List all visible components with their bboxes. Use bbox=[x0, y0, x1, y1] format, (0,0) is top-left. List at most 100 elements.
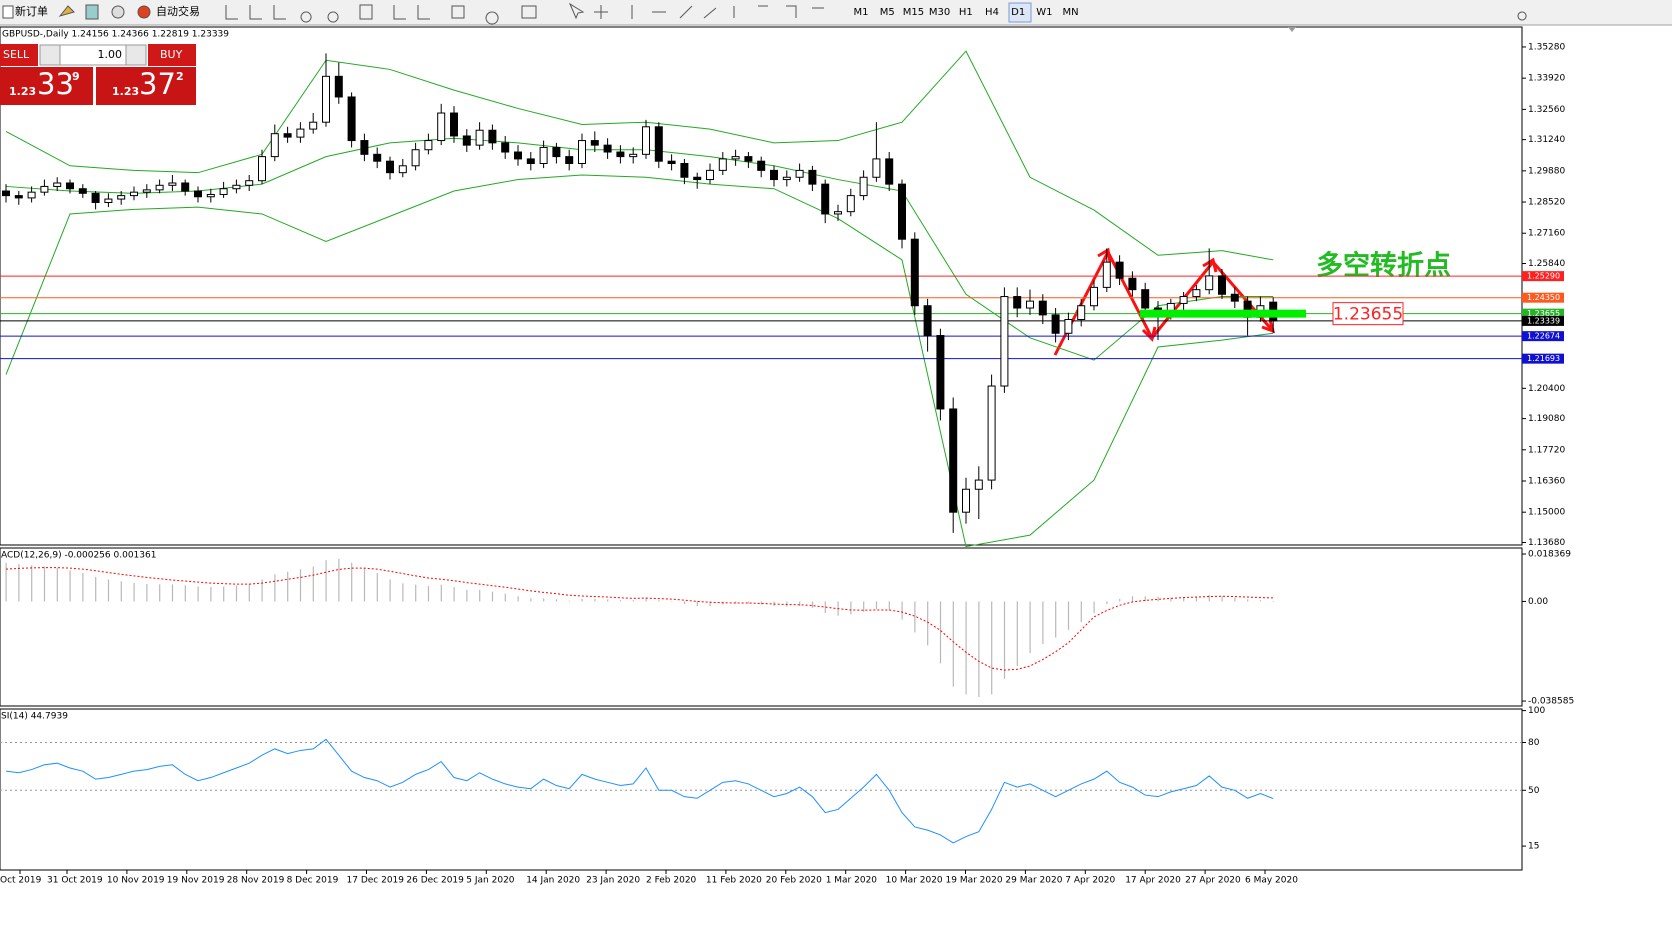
macd-bar bbox=[1170, 597, 1172, 602]
candle-body bbox=[654, 126, 663, 162]
icon[interactable] bbox=[85, 4, 99, 20]
timeframe[interactable]: M15 bbox=[903, 7, 924, 18]
buy-button[interactable] bbox=[148, 44, 196, 66]
macd-bar bbox=[56, 567, 58, 602]
candle-body bbox=[1102, 261, 1111, 288]
level-label: 1.25290 bbox=[1527, 272, 1560, 281]
macd-bar bbox=[594, 598, 596, 602]
macd-bar bbox=[760, 601, 762, 605]
macd-bar bbox=[1016, 601, 1018, 666]
candle-body bbox=[437, 112, 446, 142]
timeframe[interactable]: M1 bbox=[854, 7, 869, 18]
timeframe[interactable]: H4 bbox=[985, 7, 999, 18]
candle-body bbox=[718, 158, 727, 171]
lots-value[interactable]: 1.00 bbox=[98, 48, 123, 61]
timeframe[interactable]: W1 bbox=[1036, 7, 1052, 18]
new-order-icon[interactable] bbox=[2, 5, 14, 19]
macd-bar bbox=[312, 566, 314, 602]
rsi-panel bbox=[0, 708, 1523, 871]
candle-body bbox=[1064, 318, 1073, 334]
candle-body bbox=[450, 112, 458, 137]
macd-bar bbox=[1247, 599, 1249, 602]
date-label: 17 Dec 2019 bbox=[347, 876, 405, 886]
date-label: 31 Oct 2019 bbox=[47, 876, 103, 886]
macd-bar bbox=[850, 601, 852, 615]
arrow-heads bbox=[1097, 247, 1276, 342]
candle-body bbox=[1077, 305, 1086, 320]
candle-body bbox=[53, 182, 62, 187]
timeframe[interactable]: M5 bbox=[880, 7, 895, 18]
buy-label[interactable]: BUY bbox=[160, 48, 183, 61]
date-label: 14 Jan 2020 bbox=[526, 876, 580, 886]
candle-body bbox=[898, 183, 906, 240]
date-label: 19 Mar 2020 bbox=[946, 876, 1003, 886]
buy-price-box[interactable] bbox=[96, 67, 196, 105]
candle-body bbox=[360, 140, 369, 155]
candle-body bbox=[1230, 293, 1239, 302]
candle-body bbox=[194, 190, 202, 198]
sell-price-pips: 33 bbox=[37, 67, 74, 101]
macd-bar bbox=[351, 562, 353, 602]
sell-button[interactable] bbox=[0, 44, 38, 66]
auto-trading-icon[interactable] bbox=[137, 5, 151, 19]
drawn-arrows bbox=[1053, 247, 1276, 356]
macd-panel bbox=[0, 547, 1523, 707]
icon[interactable] bbox=[111, 5, 125, 19]
macd-bar bbox=[978, 601, 980, 697]
macd-bar bbox=[875, 601, 878, 610]
macd-bar bbox=[453, 587, 455, 602]
sell-price-box[interactable] bbox=[0, 67, 93, 105]
candle-body bbox=[117, 195, 126, 200]
candle-body bbox=[91, 192, 100, 203]
y-tick-label: 80 bbox=[1528, 738, 1540, 748]
candle-body bbox=[1115, 261, 1124, 279]
candle-body bbox=[66, 182, 74, 190]
buy-price-point: 2 bbox=[176, 70, 184, 83]
macd-bar bbox=[568, 600, 570, 602]
macd-bar bbox=[299, 569, 302, 602]
timeframe[interactable]: H1 bbox=[959, 7, 973, 18]
sell-price-big: 1.23 bbox=[9, 85, 36, 98]
macd-bar bbox=[619, 600, 622, 602]
date-label: 27 Apr 2020 bbox=[1185, 876, 1241, 886]
candle-body bbox=[258, 156, 266, 182]
level-label: 1.21693 bbox=[1527, 354, 1560, 363]
macd-bar bbox=[901, 601, 903, 620]
macd-bar bbox=[1042, 601, 1044, 645]
sell-label[interactable]: SELL bbox=[3, 48, 30, 61]
candle-body bbox=[283, 133, 292, 138]
date-label: 10 Nov 2019 bbox=[107, 876, 165, 886]
macd-bar bbox=[31, 565, 33, 602]
macd-bar bbox=[671, 601, 673, 602]
timeframe[interactable]: D1 bbox=[1011, 7, 1025, 18]
auto-trading[interactable]: 自动交易 bbox=[156, 4, 200, 18]
candle-body bbox=[667, 160, 676, 164]
candle-body bbox=[1205, 275, 1214, 291]
new-order[interactable]: 新订单 bbox=[15, 4, 48, 18]
candle-body bbox=[386, 160, 394, 174]
macd-bar bbox=[888, 601, 890, 611]
candle-body bbox=[987, 385, 996, 481]
icon[interactable] bbox=[58, 5, 75, 17]
macd-bar bbox=[543, 598, 545, 602]
candle-body bbox=[1179, 296, 1188, 304]
candle-body bbox=[40, 185, 49, 193]
lots-up[interactable] bbox=[125, 44, 147, 66]
candle-body bbox=[1038, 300, 1047, 316]
macd-bar bbox=[69, 570, 71, 602]
candle-body bbox=[398, 165, 407, 174]
candle-body bbox=[757, 160, 766, 171]
macd-bar bbox=[939, 601, 942, 664]
timeframe[interactable]: MN bbox=[1063, 7, 1079, 18]
marked-level-bar bbox=[1140, 309, 1306, 318]
candle-body bbox=[1218, 275, 1226, 295]
macd-bar bbox=[1157, 596, 1159, 602]
timeframe[interactable]: M30 bbox=[929, 7, 950, 18]
sell-price-point: 9 bbox=[72, 70, 80, 83]
candle-body bbox=[872, 158, 881, 178]
macd-bar bbox=[1221, 596, 1223, 602]
lots-down[interactable] bbox=[39, 44, 61, 66]
level-tag bbox=[1522, 331, 1564, 342]
macd-bar bbox=[120, 581, 122, 602]
